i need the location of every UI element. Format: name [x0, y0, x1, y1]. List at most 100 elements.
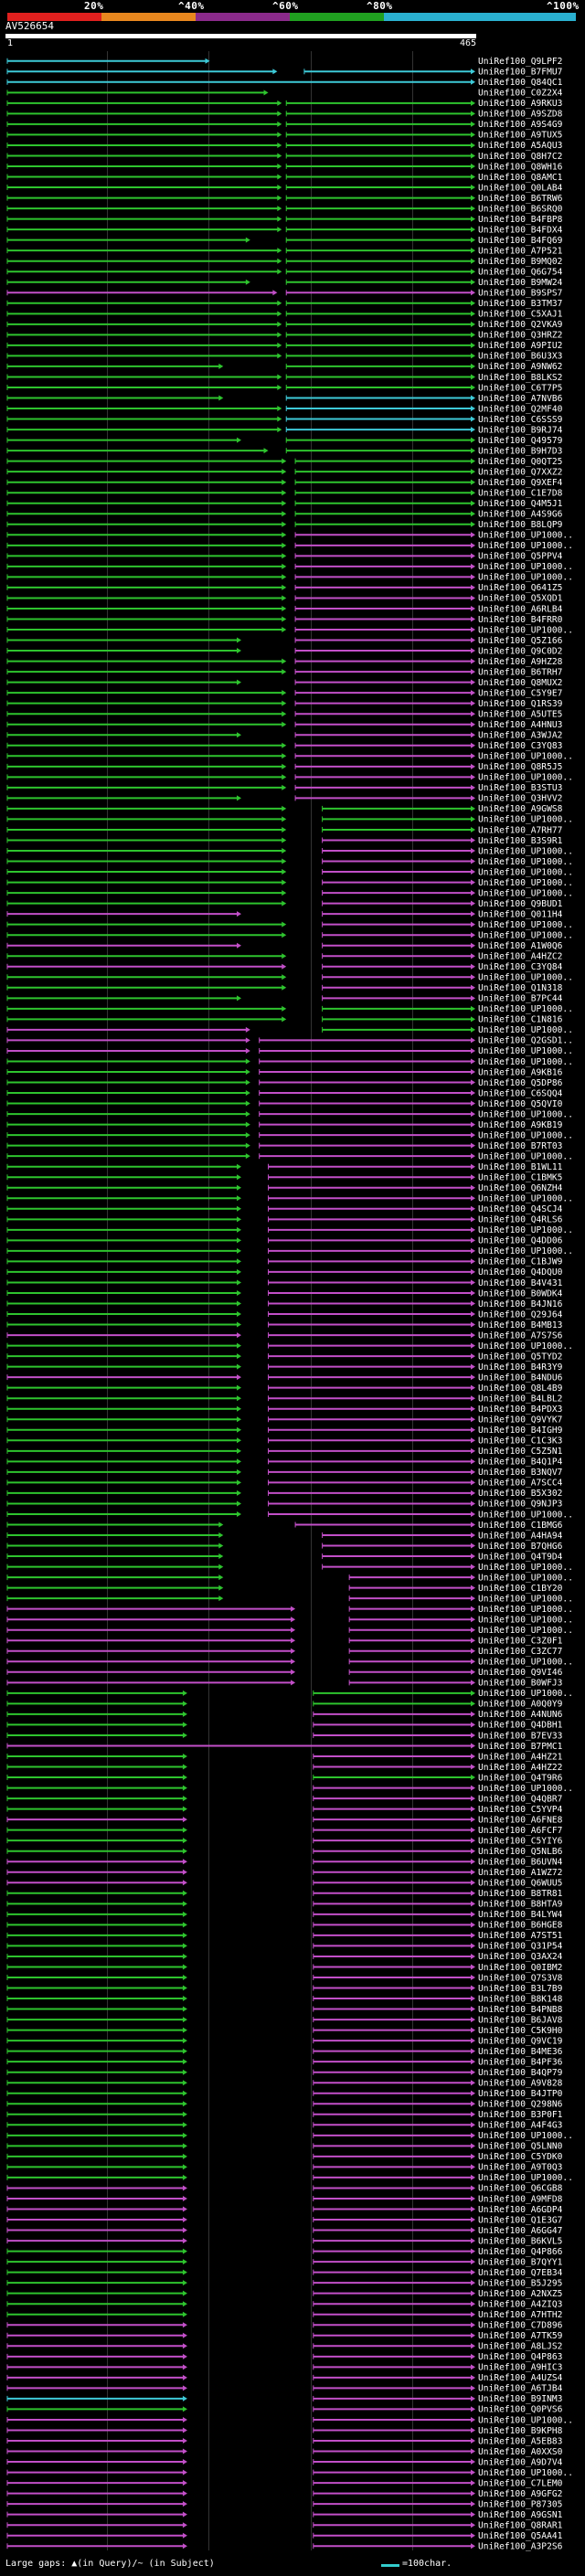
hit-label[interactable]: UniRef100_B7PMC1 [478, 1742, 563, 1752]
hit-label[interactable]: UniRef100_Q5DP86 [478, 1078, 563, 1088]
hit-label[interactable]: UniRef100_B7QYY1 [478, 2257, 563, 2267]
hit-label[interactable]: UniRef100_UP1000.. [478, 1626, 573, 1636]
hit-label[interactable]: UniRef100_Q5TYD2 [478, 1352, 562, 1362]
hit-label[interactable]: UniRef100_UP1000.. [478, 1057, 573, 1067]
hit-label[interactable]: UniRef100_Q9BUD1 [478, 899, 563, 909]
hit-label[interactable]: UniRef100_UP1000.. [478, 2415, 573, 2425]
hit-label[interactable]: UniRef100_A9TUX5 [478, 131, 562, 141]
hit-label[interactable]: UniRef100_A9D7V4 [478, 2457, 563, 2467]
hit-label[interactable]: UniRef100_A7ST51 [478, 1931, 563, 1941]
hit-label[interactable]: UniRef100_Q5QVI0 [478, 1099, 563, 1109]
hit-label[interactable]: UniRef100_Q2VKA9 [478, 320, 563, 330]
hit-label[interactable]: UniRef100_UP1000.. [478, 1615, 573, 1625]
hit-label[interactable]: UniRef100_UP1000.. [478, 1130, 573, 1140]
hit-label[interactable]: UniRef100_A8LJS2 [478, 2342, 562, 2352]
hit-label[interactable]: UniRef100_B4V431 [478, 1278, 563, 1288]
hit-label[interactable]: UniRef100_A4S9G6 [478, 510, 563, 520]
hit-label[interactable]: UniRef100_A9NW62 [478, 362, 562, 372]
hit-label[interactable]: UniRef100_Q4T9D4 [478, 1552, 563, 1562]
hit-label[interactable]: UniRef100_Q0IBM2 [478, 1963, 562, 1973]
hit-label[interactable]: UniRef100_B4FQ69 [478, 236, 563, 246]
hit-label[interactable]: UniRef100_A7SCC4 [478, 1479, 563, 1489]
hit-label[interactable]: UniRef100_A4NUN6 [478, 1710, 563, 1720]
hit-label[interactable]: UniRef100_Q9LPF2 [478, 57, 562, 67]
hit-label[interactable]: UniRef100_B9MQ02 [478, 257, 562, 267]
hit-label[interactable]: UniRef100_C5YIY6 [478, 1836, 563, 1846]
hit-label[interactable]: UniRef100_Q6WUU5 [478, 1879, 562, 1889]
hit-label[interactable]: UniRef100_A5EB83 [478, 2436, 563, 2446]
hit-label[interactable]: UniRef100_UP1000.. [478, 1194, 573, 1204]
hit-label[interactable]: UniRef100_Q4DBH1 [478, 1721, 563, 1731]
hit-label[interactable]: UniRef100_B4R3Y9 [478, 1362, 563, 1373]
hit-label[interactable]: UniRef100_UP1000.. [478, 1658, 573, 1668]
hit-label[interactable]: UniRef100_A9HZ28 [478, 657, 563, 667]
hit-label[interactable]: UniRef100_UP1000.. [478, 1563, 573, 1573]
hit-label[interactable]: UniRef100_Q49579 [478, 436, 563, 446]
hit-label[interactable]: UniRef100_Q3HRZ2 [478, 331, 562, 341]
hit-label[interactable]: UniRef100_Q298N6 [478, 2100, 563, 2110]
hit-label[interactable]: UniRef100_C3YQ83 [478, 741, 563, 751]
hit-label[interactable]: UniRef100_B8LKS2 [478, 373, 562, 383]
hit-label[interactable]: UniRef100_A9T0Q3 [478, 2163, 563, 2173]
hit-label[interactable]: UniRef100_B6U3X3 [478, 352, 563, 362]
hit-label[interactable]: UniRef100_B5X302 [478, 1489, 562, 1499]
hit-label[interactable]: UniRef100_A9S4G9 [478, 120, 563, 130]
hit-label[interactable]: UniRef100_UP1000.. [478, 562, 573, 572]
hit-label[interactable]: UniRef100_C5Y9E7 [478, 688, 563, 698]
hit-label[interactable]: UniRef100_Q9VYK7 [478, 1415, 563, 1426]
hit-label[interactable]: UniRef100_A4HZ22 [478, 1763, 562, 1773]
hit-label[interactable]: UniRef100_B4ME36 [478, 2047, 563, 2057]
hit-label[interactable]: UniRef100_A0XXS0 [478, 2447, 563, 2457]
hit-label[interactable]: UniRef100_Q8RAR1 [478, 2520, 563, 2530]
hit-label[interactable]: UniRef100_Q4DD06 [478, 1236, 563, 1246]
hit-label[interactable]: UniRef100_C1BMG6 [478, 1521, 563, 1531]
hit-label[interactable]: UniRef100_A9KB16 [478, 1067, 563, 1077]
hit-label[interactable]: UniRef100_B8TR81 [478, 1889, 563, 1899]
hit-label[interactable]: UniRef100_B9H7D3 [478, 446, 563, 456]
hit-label[interactable]: UniRef100_Q3AX24 [478, 1952, 563, 1962]
hit-label[interactable]: UniRef100_B7EV33 [478, 1731, 563, 1741]
hit-label[interactable]: UniRef100_B3P0F1 [478, 2110, 563, 2120]
hit-label[interactable]: UniRef100_Q8AMC1 [478, 173, 563, 183]
hit-label[interactable]: UniRef100_Q6G754 [478, 268, 563, 278]
hit-label[interactable]: UniRef100_Q31P54 [478, 1942, 563, 1952]
hit-label[interactable]: UniRef100_C5YVP4 [478, 1805, 563, 1815]
hit-label[interactable]: UniRef100_UP1000.. [478, 1341, 573, 1352]
hit-label[interactable]: UniRef100_UP1000.. [478, 773, 573, 783]
hit-label[interactable]: UniRef100_UP1000.. [478, 2468, 573, 2478]
hit-label[interactable]: UniRef100_UP1000.. [478, 1109, 573, 1119]
hit-label[interactable]: UniRef100_C1C3K3 [478, 1436, 563, 1447]
hit-label[interactable]: UniRef100_UP1000.. [478, 1004, 573, 1014]
hit-label[interactable]: UniRef100_A4HZ21 [478, 1752, 563, 1762]
hit-label[interactable]: UniRef100_B8LQP9 [478, 520, 563, 530]
hit-label[interactable]: UniRef100_UP1000.. [478, 1246, 573, 1256]
hit-label[interactable]: UniRef100_C3YQ84 [478, 962, 563, 972]
hit-label[interactable]: UniRef100_UP1000.. [478, 1594, 573, 1604]
hit-label[interactable]: UniRef100_B4NDU6 [478, 1373, 563, 1383]
hit-label[interactable]: UniRef100_C5XAJ1 [478, 310, 563, 320]
hit-label[interactable]: UniRef100_UP1000.. [478, 1046, 573, 1056]
hit-label[interactable]: UniRef100_A9MFD8 [478, 2194, 563, 2204]
hit-label[interactable]: UniRef100_C7D896 [478, 2321, 563, 2331]
hit-label[interactable]: UniRef100_B7RT03 [478, 1141, 563, 1151]
hit-label[interactable]: UniRef100_A6TJB4 [478, 2384, 563, 2394]
hit-label[interactable]: UniRef100_A7HTH2 [478, 2310, 562, 2320]
hit-label[interactable]: UniRef100_Q5PPV4 [478, 552, 563, 562]
hit-label[interactable]: UniRef100_UP1000.. [478, 815, 573, 825]
hit-label[interactable]: UniRef100_A9GWS8 [478, 804, 563, 814]
hit-label[interactable]: UniRef100_UP1000.. [478, 857, 573, 867]
hit-label[interactable]: UniRef100_A4HA94 [478, 1531, 563, 1541]
hit-label[interactable]: UniRef100_B6TRW6 [478, 194, 563, 204]
hit-label[interactable]: UniRef100_Q5LNN0 [478, 2142, 563, 2152]
hit-label[interactable]: UniRef100_Q5AA41 [478, 2531, 563, 2541]
hit-label[interactable]: UniRef100_A9KB19 [478, 1120, 563, 1130]
hit-label[interactable]: UniRef100_UP1000.. [478, 1025, 573, 1035]
hit-label[interactable]: UniRef100_C6SQQ4 [478, 1088, 563, 1098]
hit-label[interactable]: UniRef100_A7P521 [478, 246, 563, 256]
hit-label[interactable]: UniRef100_B3L7B9 [478, 1984, 563, 1994]
hit-label[interactable]: UniRef100_Q9VC19 [478, 2036, 563, 2046]
hit-label[interactable]: UniRef100_Q1RS39 [478, 699, 563, 709]
hit-label[interactable]: UniRef100_Q011H4 [478, 909, 563, 919]
hit-label[interactable]: UniRef100_A4UZS4 [478, 2373, 563, 2383]
hit-label[interactable]: UniRef100_C1BJW9 [478, 1257, 563, 1267]
